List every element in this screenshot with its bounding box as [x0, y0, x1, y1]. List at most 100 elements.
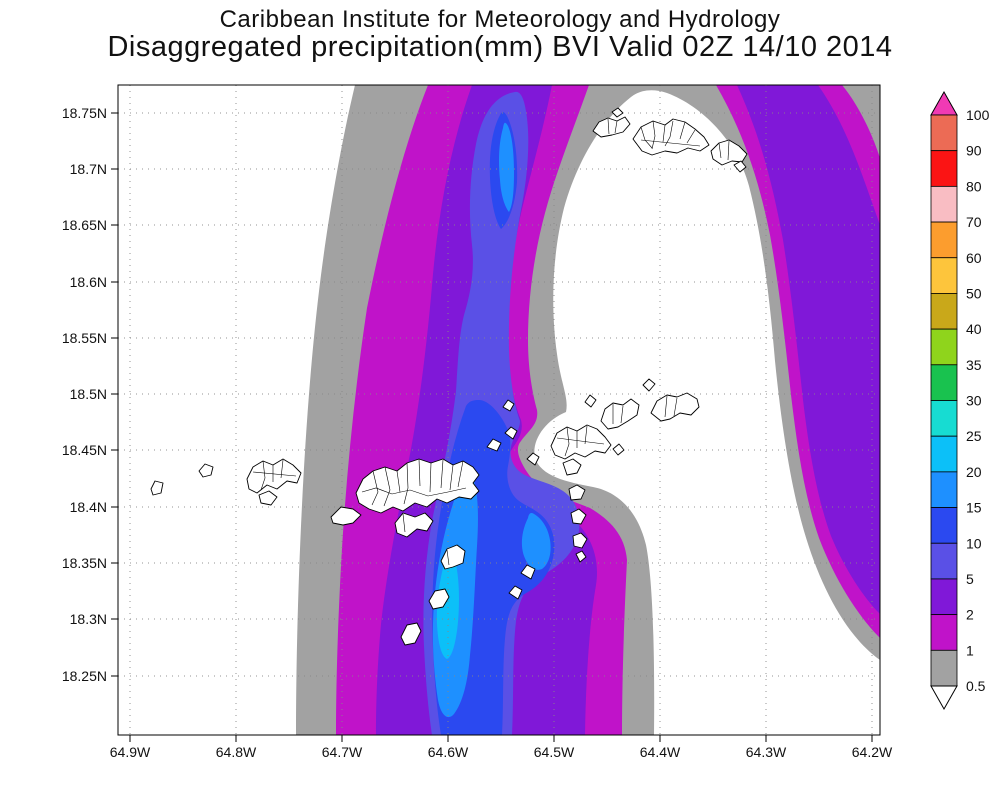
island-outline: [710, 139, 748, 166]
x-axis-label: 64.5W: [534, 744, 575, 760]
island-outline: [526, 452, 540, 466]
island-outline: [394, 512, 434, 538]
island-watershed-line: [640, 139, 701, 147]
colorbar-label: 100: [966, 107, 990, 123]
island-watershed-line: [440, 459, 444, 489]
x-axis-label: 64.9W: [110, 744, 151, 760]
colorbar-arrow-bottom: [930, 685, 958, 711]
island-outline: [246, 458, 302, 494]
y-axis-label: 18.4N: [70, 499, 107, 515]
x-axis-label: 64.7W: [322, 744, 363, 760]
axes: 64.9W 64.8W 64.7W 64.6W 64.5W 64.4W 64.3W 64.2W…: [62, 84, 893, 760]
island-outline: [520, 564, 536, 580]
island-outline: [592, 116, 631, 138]
island-watershed-line: [252, 471, 297, 477]
colorbar-segment: [930, 257, 958, 294]
colorbar-label: 5: [966, 571, 974, 587]
island-watershed-line: [651, 120, 656, 150]
colorbar-segment: [930, 578, 958, 616]
island-watershed-line: [564, 426, 570, 457]
contour-15-20-north: [499, 122, 514, 212]
contour-15-20-southeast: [521, 513, 551, 570]
colorbar-segment: [930, 471, 958, 508]
page-title: Caribbean Institute for Meteorology and …: [219, 6, 781, 33]
colorbar-label: 10: [966, 535, 982, 551]
y-axis-label: 18.6N: [70, 274, 107, 290]
colorbar-segment: [930, 542, 958, 580]
island-watershed-line: [383, 466, 391, 507]
colorbar-segment: [930, 185, 958, 223]
island-outline: [428, 588, 450, 610]
colorbar-segment: [930, 150, 958, 187]
island-outline: [611, 107, 624, 118]
island-watershed-line: [260, 460, 266, 491]
plot-frame: [117, 84, 881, 736]
island-watershed-line: [361, 487, 467, 497]
colorbar-segment: [930, 614, 958, 651]
colorbar-segment: [930, 364, 958, 401]
island-outline: [584, 394, 597, 408]
colorbar-segment: [930, 114, 958, 152]
y-axis-label: 18.65N: [62, 217, 107, 233]
island-watershed-line: [418, 458, 421, 487]
island-watershed-line: [664, 395, 668, 418]
colorbar-segment: [930, 328, 958, 366]
island-watershed-line: [371, 470, 379, 506]
island-outline: [572, 532, 588, 549]
island-outline: [198, 463, 214, 478]
colorbar-segment: [930, 507, 958, 544]
island-outline: [733, 160, 747, 173]
colorbar-segment: [930, 221, 958, 259]
island-watershed-line: [679, 121, 686, 140]
colorbar-segment: [930, 435, 958, 473]
island-outline: [486, 438, 502, 452]
y-axis-label: 18.3N: [70, 611, 107, 627]
colorbar-legend: 100 90 80 70 60 50 40 35 30 25 20 15 10 5 2 1 0.5: [930, 90, 990, 711]
island-watershed-line: [429, 462, 432, 493]
colorbar-label: 80: [966, 178, 982, 194]
island-outline: [600, 398, 640, 430]
colorbar-label: 2: [966, 607, 974, 623]
y-axis-label: 18.45N: [62, 442, 107, 458]
colorbar-label: 60: [966, 250, 982, 266]
island-outline: [504, 426, 518, 440]
island-watershed-line: [446, 549, 450, 566]
island-outline: [650, 392, 700, 422]
island-watershed-line: [673, 397, 678, 417]
island-watershed-line: [403, 462, 409, 505]
y-axis-label: 18.7N: [70, 161, 107, 177]
colorbar-label: 25: [966, 428, 982, 444]
colorbar-label: 15: [966, 500, 982, 516]
island-watershed-line: [718, 142, 722, 159]
x-axis-label: 64.3W: [746, 744, 787, 760]
colorbar-label: 30: [966, 393, 982, 409]
colorbar-segment: [930, 293, 958, 330]
island-watershed-line: [402, 513, 406, 533]
island-watershed-line: [727, 140, 730, 161]
island-watershed-line: [449, 464, 454, 491]
island-watershed-line: [280, 459, 284, 479]
y-axis-label: 18.75N: [62, 105, 107, 121]
island-watershed-line: [614, 120, 618, 134]
island-outline: [562, 458, 582, 476]
colorbar-label: 1: [966, 642, 974, 658]
island-watershed-line: [396, 470, 401, 493]
island-outline: [550, 424, 612, 460]
contour-20-25: [436, 551, 459, 659]
island-watershed-line: [640, 126, 653, 149]
x-axis-label: 64.4W: [640, 744, 681, 760]
island-outline: [632, 118, 710, 156]
island-outline: [330, 506, 362, 526]
x-axis-label: 64.2W: [852, 744, 893, 760]
island-watershed-line: [584, 425, 588, 445]
island-outline: [570, 508, 587, 525]
colorbar-label: 40: [966, 321, 982, 337]
x-axis-label: 64.6W: [428, 744, 469, 760]
y-axis-label: 18.35N: [62, 555, 107, 571]
colorbar-segment: [930, 400, 958, 437]
island-outline: [502, 399, 515, 412]
colorbar-label: 50: [966, 285, 982, 301]
island-outline: [150, 480, 164, 496]
island-outline: [258, 490, 278, 506]
